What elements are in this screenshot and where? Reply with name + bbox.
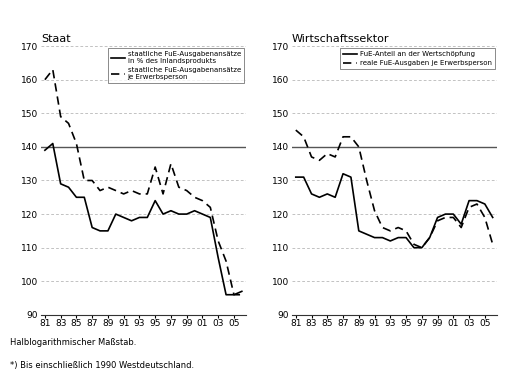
Text: Halblogarithmischer Maßstab.: Halblogarithmischer Maßstab. [10, 338, 137, 347]
Text: Wirtschaftssektor: Wirtschaftssektor [292, 34, 389, 44]
Text: Staat: Staat [41, 34, 71, 44]
Legend: staatliche FuE-Ausgabenansätze
in % des Inlandsprodukts, staatliche FuE-Ausgaben: staatliche FuE-Ausgabenansätze in % des … [108, 48, 244, 83]
Legend: FuE-Anteil an der Wertschöpfung, reale FuE-Ausgaben je Erwerbsperson: FuE-Anteil an der Wertschöpfung, reale F… [340, 48, 495, 69]
Text: *) Bis einschließlich 1990 Westdeutschland.: *) Bis einschließlich 1990 Westdeutschla… [10, 361, 195, 370]
